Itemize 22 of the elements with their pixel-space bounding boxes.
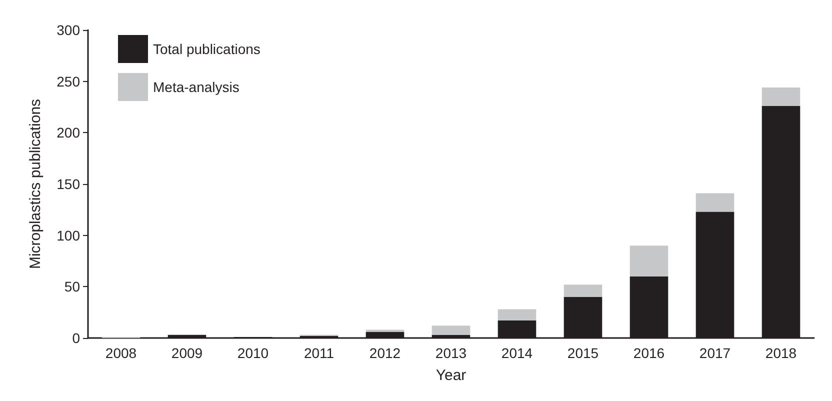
x-axis-title: Year: [436, 367, 466, 384]
x-tick-label: 2011: [304, 345, 334, 361]
y-tick-label: 300: [56, 22, 80, 38]
x-tick-label: 2009: [171, 345, 203, 361]
y-tick-label: 100: [56, 227, 80, 244]
x-tick-label: 2008: [105, 345, 137, 361]
y-axis-title: Microplastics publications: [27, 98, 44, 270]
x-tick-label: 2018: [765, 345, 797, 361]
x-tick-label: 2013: [435, 345, 467, 361]
x-tick-label: 2016: [633, 345, 665, 361]
y-tick-label: 50: [64, 278, 80, 295]
y-tick-label: 200: [56, 124, 80, 141]
legend-label: Meta-analysis: [153, 79, 240, 95]
x-tick-label: 2015: [567, 345, 599, 361]
x-tick-label: 2017: [699, 345, 731, 361]
y-tick-label: 250: [56, 73, 80, 90]
x-tick-label: 2010: [237, 345, 269, 361]
x-tick-label: 2012: [369, 345, 401, 361]
x-tick-label: 2014: [501, 345, 533, 361]
y-tick-label: 0: [72, 330, 80, 346]
legend-label: Total publications: [153, 41, 260, 57]
y-tick-label: 150: [56, 176, 80, 192]
